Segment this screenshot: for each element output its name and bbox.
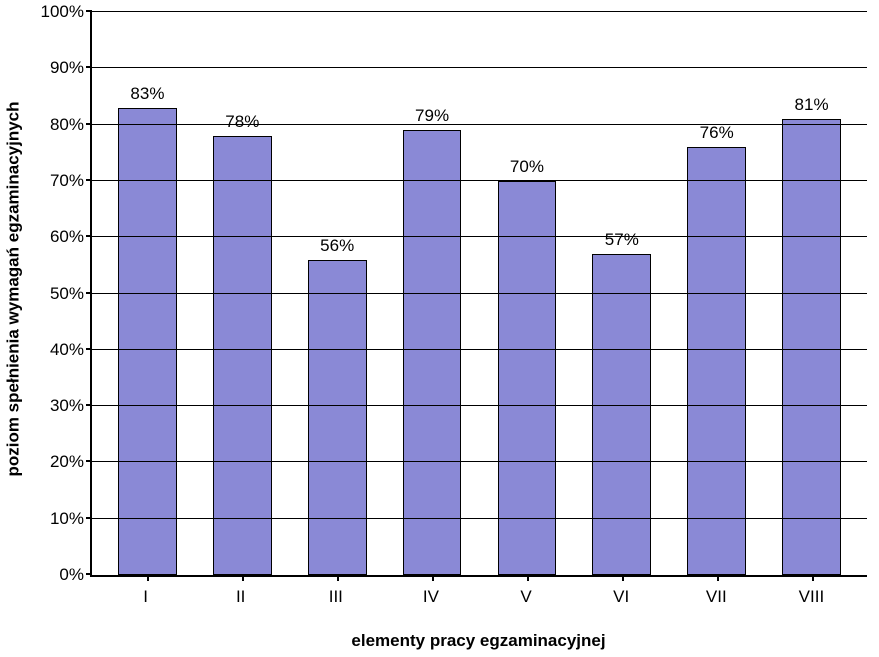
x-tick-mark [622,575,624,581]
gridline [92,180,867,181]
bar-value-label: 70% [510,157,544,177]
x-tick-mark [242,575,244,581]
y-tick-label: 100% [41,2,92,22]
x-tick-mark [147,575,149,581]
bar [118,108,177,575]
bar [213,136,272,575]
x-axis-label: VII [669,587,764,617]
bar-value-label: 57% [605,230,639,250]
plot-area: 83%78%56%79%70%57%76%81% 0%10%20%30%40%5… [90,12,867,577]
bar-slot: 79% [385,12,480,575]
x-axis-label: VI [574,587,669,617]
y-tick-label: 80% [50,115,92,135]
x-tick-mark [812,575,814,581]
bars-container: 83% 78% 56% 79% 70% 57% 76% 81% [92,12,867,575]
x-axis-label: I [98,587,193,617]
gridline [92,518,867,519]
gridline [92,124,867,125]
y-tick-label: 90% [50,58,92,78]
y-tick-label: 70% [50,171,92,191]
y-axis-title-container: poziom spełnienia wymagań egzaminacyjnyc… [0,0,28,577]
x-tick-mark [717,575,719,581]
gridline [92,293,867,294]
bar [687,147,746,575]
gridline [92,461,867,462]
y-tick-label: 40% [50,340,92,360]
exam-elements-bar-chart: poziom spełnienia wymagań egzaminacyjnyc… [0,0,879,657]
y-tick-label: 30% [50,396,92,416]
bar-value-label: 81% [795,95,829,115]
bar-value-label: 83% [130,84,164,104]
bar [308,260,367,575]
bar-slot: 78% [195,12,290,575]
x-tick-mark [527,575,529,581]
x-axis-label: II [193,587,288,617]
bar-slot: 56% [290,12,385,575]
bar [592,254,651,575]
x-axis-label: III [288,587,383,617]
y-tick-label: 50% [50,284,92,304]
bar [403,130,462,575]
bar-value-label: 56% [320,236,354,256]
bar-slot: 76% [669,12,764,575]
x-axis-labels: IIIIIIIVVVIVIIVIII [90,587,867,617]
y-tick-label: 20% [50,452,92,472]
bar-slot: 83% [100,12,195,575]
gridline [92,349,867,350]
bar-value-label: 78% [225,112,259,132]
y-axis-title: poziom spełnienia wymagań egzaminacyjnyc… [4,101,24,476]
bar-slot: 57% [574,12,669,575]
gridline [92,405,867,406]
bar [782,119,841,575]
x-tick-mark [432,575,434,581]
x-axis-label: V [479,587,574,617]
x-axis-title: elementy pracy egzaminacyjnej [90,631,867,651]
x-axis-label: IV [383,587,478,617]
bar-slot: 70% [480,12,575,575]
x-tick-mark [337,575,339,581]
gridline [92,67,867,68]
bar-slot: 81% [764,12,859,575]
bar-value-label: 76% [700,123,734,143]
gridline [92,236,867,237]
y-tick-label: 60% [50,227,92,247]
y-tick-label: 0% [59,565,92,585]
y-tick-label: 10% [50,509,92,529]
bar [498,181,557,575]
gridline [92,11,867,12]
x-axis-label: VIII [764,587,859,617]
